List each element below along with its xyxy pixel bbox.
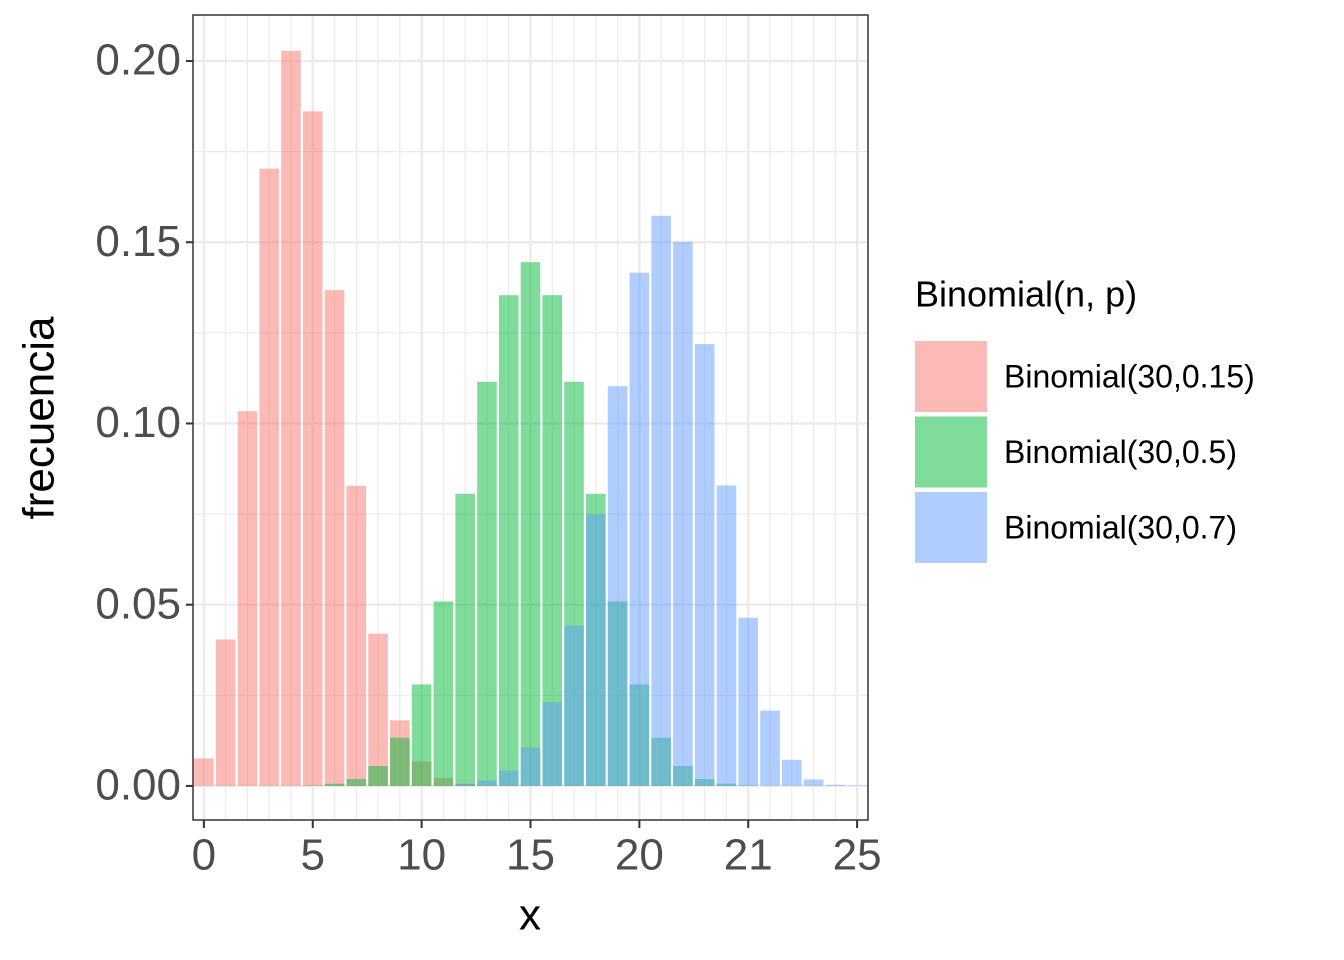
y-axis-title: frecuencia [15,316,64,520]
bar [760,710,780,786]
bar [498,770,519,786]
bar [498,295,519,786]
legend-label: Binomial(30,0.7) [1004,509,1237,545]
bar [542,702,563,786]
bar [629,272,650,786]
x-tick-label: 0 [192,831,216,880]
y-tick-label: 0.20 [95,36,181,85]
y-tick-label: 0.15 [95,217,181,266]
x-tick-label: 10 [397,831,446,880]
bar [302,111,323,786]
y-tick-label: 0.00 [95,761,181,810]
bar [215,639,236,786]
bar [259,168,280,786]
bar [651,215,671,786]
bar [520,262,541,786]
y-tick-label: 0.10 [95,398,181,447]
bar [738,617,759,786]
bar [346,485,367,786]
x-tick-label: 20 [615,831,664,880]
legend-title: Binomial(n, p) [915,274,1137,315]
bar [237,411,258,786]
x-tick-label: 25 [833,831,882,880]
bar [607,386,628,786]
bar [455,784,475,786]
bar [455,493,475,786]
y-tick-label: 0.05 [95,579,181,628]
bar [520,747,541,786]
bar [346,779,367,786]
legend: Binomial(30,0.15) Binomial(30,0.5) Binomia… [915,341,1255,563]
bar [694,344,715,786]
bar [477,381,497,786]
plot-panel [193,15,868,820]
bar [281,50,301,786]
bar [433,601,454,786]
legend-key [915,341,987,412]
x-axis-title: x [519,891,541,940]
bar [390,737,410,786]
bar [368,633,388,786]
bar [324,783,345,786]
bar [194,758,214,786]
legend-label: Binomial(30,0.15) [1004,358,1255,394]
bar [825,784,846,786]
bar [542,295,563,786]
legend-label: Binomial(30,0.5) [1004,434,1237,470]
bar [673,241,693,786]
x-tick-label: 21 [724,831,773,880]
bar [586,514,606,786]
legend-key [915,416,987,488]
x-tick-label: 5 [301,831,325,880]
bar [716,485,737,786]
bar [368,765,388,786]
panel-border [192,14,869,821]
legend-key [915,492,987,563]
bar [324,290,345,786]
x-tick-label: 15 [506,831,555,880]
bar [477,780,497,786]
bar [781,759,802,786]
bar [803,779,824,786]
bar [411,684,432,786]
bar [564,625,584,786]
